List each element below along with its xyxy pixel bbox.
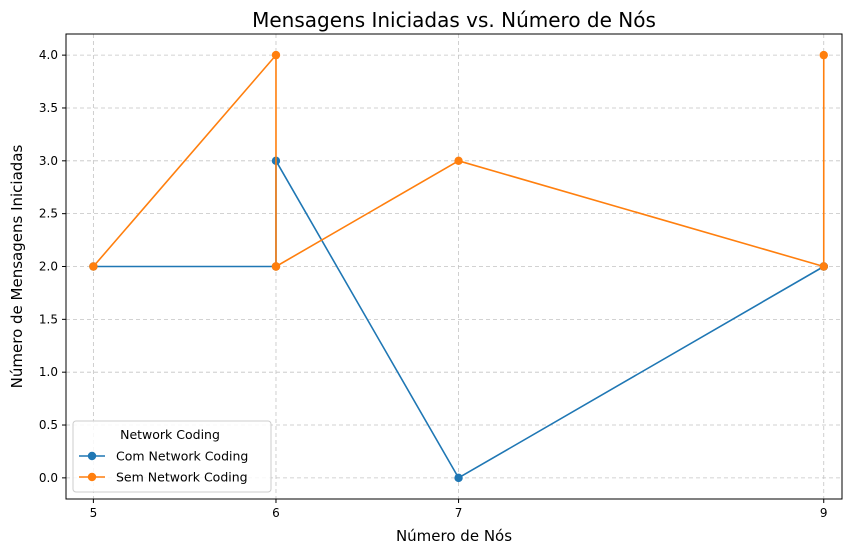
- x-tick-label: 5: [90, 506, 98, 520]
- legend-entry-1: Com Network Coding: [79, 449, 248, 464]
- legend-entries: Com Network Coding Sem Network Coding: [79, 449, 248, 485]
- legend-entry-2-label: Sem Network Coding: [116, 470, 248, 485]
- x-axis-label: Número de Nós: [396, 527, 512, 545]
- series-2-point: [819, 262, 828, 271]
- legend-box: [72, 420, 272, 493]
- x-tick-label: 9: [820, 506, 828, 520]
- series-2-point: [89, 262, 98, 271]
- legend: Network Coding Com Network Coding Sem Net…: [72, 420, 272, 493]
- y-tick-label: 2.0: [39, 260, 58, 274]
- x-axis-ticks: 5 6 7 9: [90, 499, 828, 520]
- series-layer: [89, 50, 828, 483]
- legend-entry-1-label: Com Network Coding: [116, 449, 248, 464]
- series-2-point: [271, 50, 281, 60]
- y-tick-label: 1.0: [39, 365, 58, 379]
- series-2-point: [819, 50, 828, 60]
- legend-title: Network Coding: [120, 427, 220, 442]
- y-tick-label: 3.5: [39, 101, 58, 115]
- legend-entry-1-swatch-marker: [87, 451, 97, 461]
- series-2-point: [271, 262, 281, 271]
- x-tick-label: 7: [455, 506, 463, 520]
- y-axis-label: Número de Mensagens Iniciadas: [8, 145, 26, 389]
- x-tick-label: 6: [272, 506, 280, 520]
- series-2: [89, 50, 828, 271]
- y-tick-label: 1.5: [39, 312, 58, 326]
- y-tick-label: 3.0: [39, 154, 58, 168]
- y-tick-label: 2.5: [39, 207, 58, 221]
- series-1-point: [454, 473, 463, 483]
- series-2-line: [92, 54, 825, 268]
- y-axis-ticks: 0.0 0.5 1.0 1.5 2.0 2.5 3.0 3.5 4.0: [39, 48, 66, 485]
- series-2-point: [454, 156, 463, 166]
- legend-entry-2: Sem Network Coding: [79, 470, 248, 485]
- chart-title: Mensagens Iniciadas vs. Número de Nós: [252, 8, 656, 32]
- legend-entry-2-swatch-marker: [87, 472, 97, 482]
- y-tick-label: 0.5: [39, 418, 58, 432]
- y-tick-label: 0.0: [39, 471, 58, 485]
- y-tick-label: 4.0: [39, 48, 58, 62]
